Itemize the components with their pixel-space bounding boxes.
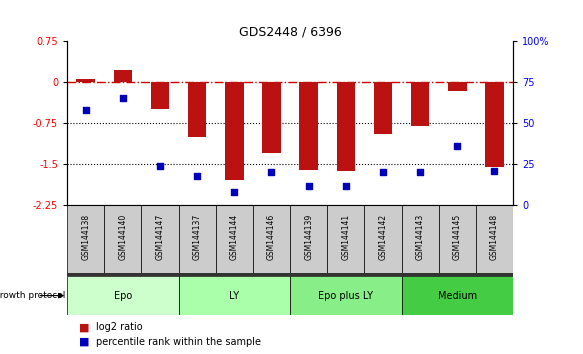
Text: GSM144142: GSM144142 (378, 214, 388, 260)
Text: Epo: Epo (114, 291, 132, 301)
Text: GSM144138: GSM144138 (81, 214, 90, 260)
Bar (290, 205, 327, 273)
Point (230, 189, 239, 195)
Point (155, 163, 164, 169)
Point (341, 183, 350, 188)
Bar (262, 82, 281, 153)
Bar (299, 82, 318, 170)
Point (416, 170, 425, 175)
Text: GSM144139: GSM144139 (304, 214, 313, 260)
Point (378, 170, 388, 175)
Text: GSM144148: GSM144148 (490, 214, 499, 260)
Bar (188, 82, 206, 137)
Text: ■: ■ (79, 322, 89, 332)
Point (304, 183, 313, 188)
Bar (411, 82, 430, 126)
Bar (141, 205, 178, 273)
Point (192, 173, 202, 178)
Bar (485, 82, 504, 167)
Point (118, 96, 128, 101)
Point (267, 170, 276, 175)
Point (81, 107, 90, 113)
Text: LY: LY (229, 291, 240, 301)
Text: GSM144137: GSM144137 (192, 214, 202, 260)
Bar (67, 273, 513, 276)
Bar (448, 82, 466, 91)
Text: GSM144144: GSM144144 (230, 214, 239, 260)
Point (490, 168, 499, 173)
Bar (402, 276, 513, 315)
Text: GSM144146: GSM144146 (267, 214, 276, 260)
Bar (476, 205, 513, 273)
Text: GSM144147: GSM144147 (156, 214, 164, 260)
Bar (374, 82, 392, 134)
Bar (364, 205, 402, 273)
Text: percentile rank within the sample: percentile rank within the sample (96, 337, 261, 347)
Text: GSM144141: GSM144141 (341, 214, 350, 260)
Bar (114, 70, 132, 82)
Text: GSM144145: GSM144145 (453, 214, 462, 260)
Text: Epo plus LY: Epo plus LY (318, 291, 373, 301)
Bar (290, 276, 402, 315)
Bar (253, 205, 290, 273)
Bar (336, 82, 355, 171)
Text: GSM144140: GSM144140 (118, 214, 127, 260)
Text: GSM144143: GSM144143 (416, 214, 424, 260)
Bar (67, 276, 178, 315)
Bar (76, 79, 95, 82)
Text: log2 ratio: log2 ratio (96, 322, 143, 332)
Bar (225, 82, 244, 179)
Point (452, 143, 462, 149)
Bar (178, 276, 290, 315)
Bar (216, 205, 253, 273)
Bar (402, 205, 438, 273)
Title: GDS2448 / 6396: GDS2448 / 6396 (238, 25, 342, 38)
Bar (104, 205, 141, 273)
Bar (327, 205, 364, 273)
Text: Medium: Medium (438, 291, 477, 301)
Text: ■: ■ (79, 337, 89, 347)
Bar (67, 205, 104, 273)
Bar (150, 82, 169, 109)
Bar (438, 205, 476, 273)
Bar (178, 205, 216, 273)
Text: growth protocol: growth protocol (0, 291, 65, 300)
